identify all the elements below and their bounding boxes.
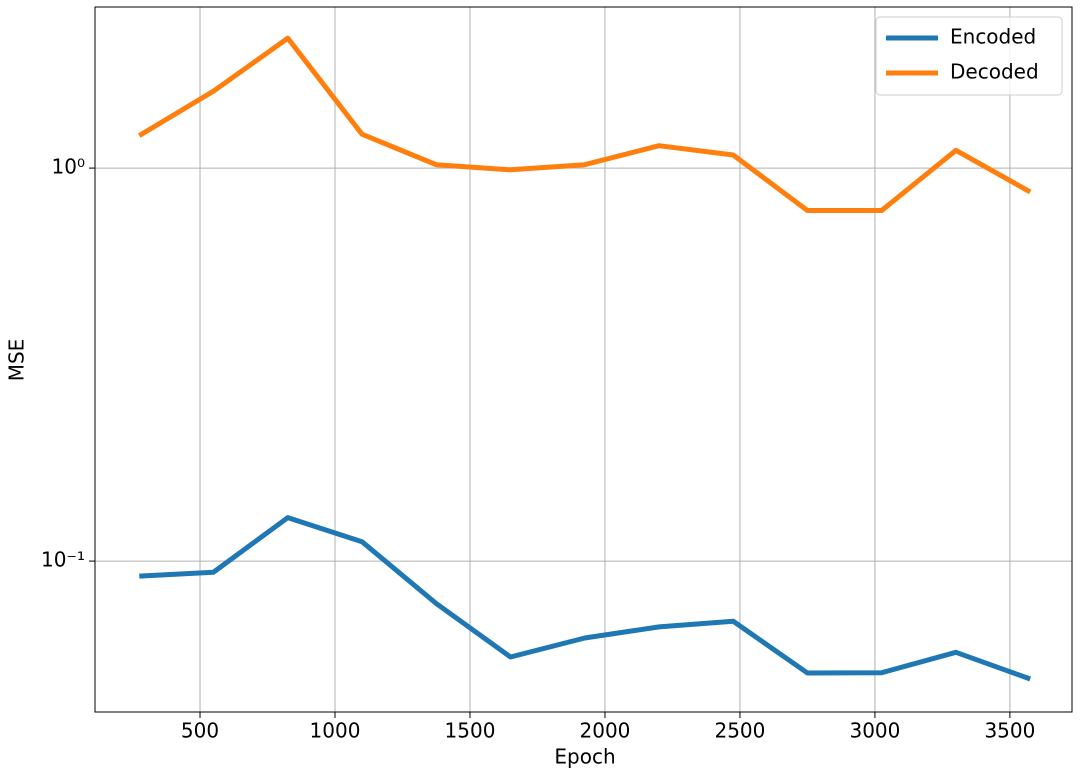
x-tick-label: 1000 [310,719,361,743]
x-axis-label: Epoch [554,745,615,769]
x-tick-label: 1500 [445,719,496,743]
y-axis-label: MSE [5,339,29,382]
x-tick-label: 3000 [849,719,900,743]
y-tick-label: 10⁰ [52,155,85,179]
x-tick-label: 500 [181,719,219,743]
legend-label: Decoded [950,60,1039,84]
plot-frame [94,6,1073,713]
line-series [138,35,1032,213]
x-tick-label: 3500 [984,719,1035,743]
x-tick-label: 2500 [714,719,765,743]
line-series [139,515,1032,682]
x-tick-label: 2000 [580,719,631,743]
legend-label: Encoded [950,25,1036,49]
y-tick-label: 10⁻¹ [41,548,85,572]
